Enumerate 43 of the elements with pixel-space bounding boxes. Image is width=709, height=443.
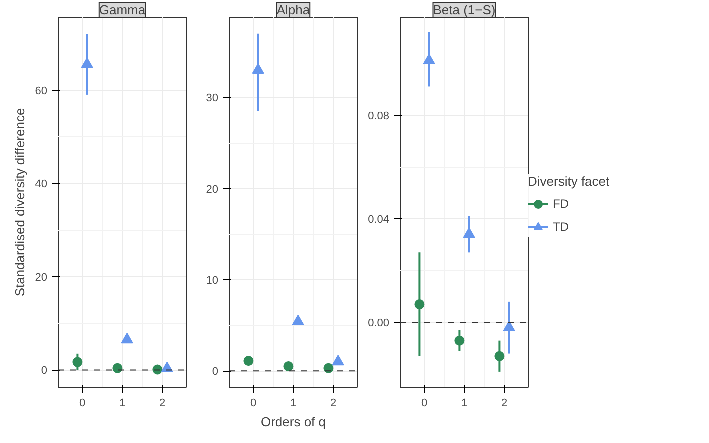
y-tick-label: 30 <box>206 92 219 105</box>
legend-label: FD <box>553 197 570 211</box>
point <box>454 336 465 346</box>
y-tick-label: 0.04 <box>368 214 390 226</box>
point <box>72 357 83 368</box>
legend-title: Diversity facet <box>528 174 610 189</box>
point <box>121 333 134 344</box>
point <box>161 362 174 373</box>
point <box>494 351 505 362</box>
x-axis-title: Orders of q <box>260 414 326 430</box>
y-tick-label: 20 <box>206 184 219 196</box>
point <box>244 356 254 366</box>
x-tick-label: 0 <box>79 398 86 410</box>
point <box>81 58 94 68</box>
y-tick-label: 10 <box>206 274 219 287</box>
point <box>332 355 344 366</box>
x-tick-label: 1 <box>119 398 126 410</box>
point <box>324 363 334 374</box>
y-tick-label: 0 <box>41 365 48 378</box>
x-tick-label: 0 <box>421 398 428 410</box>
x-tick-label: 1 <box>461 398 468 410</box>
x-tick-label: 1 <box>290 398 297 410</box>
point <box>284 362 294 372</box>
y-tick-label: 40 <box>35 178 48 191</box>
x-tick-label: 2 <box>159 398 166 410</box>
y-tick-label: 20 <box>35 272 48 284</box>
point <box>112 363 123 374</box>
x-tick-label: 2 <box>501 398 508 410</box>
chart-title: Beta (1−S) <box>433 2 496 18</box>
y-tick-label: 0.00 <box>368 318 390 330</box>
point <box>503 321 516 332</box>
y-tick-label: 60 <box>35 85 48 98</box>
point <box>463 228 476 238</box>
x-tick-label: 2 <box>330 398 337 410</box>
legend-label: TD <box>553 220 570 234</box>
y-axis-title: Standardised diversity difference <box>12 108 28 297</box>
y-tick-label: 0 <box>212 366 219 378</box>
point <box>423 54 436 64</box>
x-tick-label: 0 <box>250 398 257 410</box>
point <box>414 300 425 310</box>
point <box>292 315 304 326</box>
y-tick-label: 0.08 <box>368 110 390 122</box>
point <box>252 64 264 74</box>
